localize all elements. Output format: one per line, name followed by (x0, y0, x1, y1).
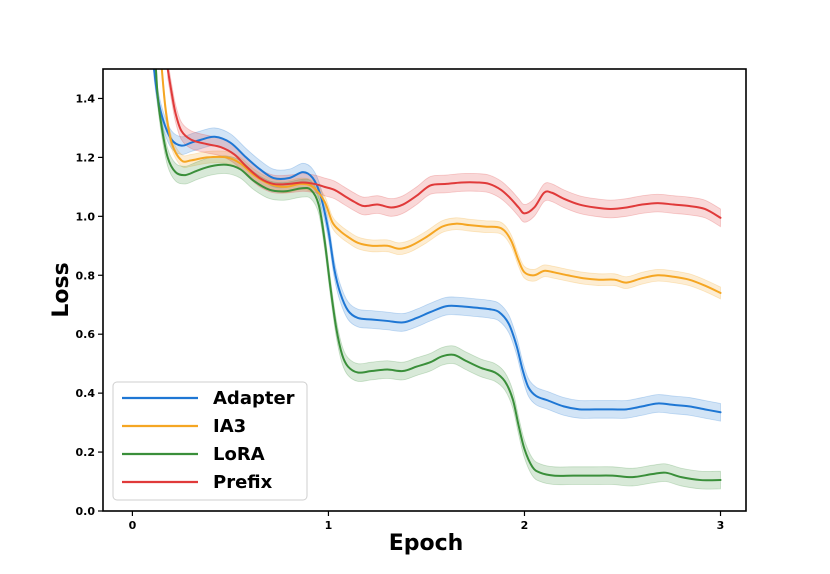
band-lora (155, 69, 721, 490)
x-axis-title: Epoch (389, 531, 464, 556)
legend-box (112, 381, 308, 501)
y-tick-label: 0.6 (76, 328, 96, 341)
legend-label-ia3: IA3 (213, 416, 246, 437)
y-tick-label: 1.0 (76, 210, 96, 223)
y-tick-label: 0.8 (76, 269, 96, 282)
y-tick-label: 1.2 (76, 151, 96, 164)
y-axis-title: Loss (49, 262, 74, 317)
plot-frame (102, 68, 747, 512)
y-tick-label: 0.2 (76, 446, 96, 459)
y-tick-label: 0.0 (76, 505, 96, 518)
line-lora (154, 69, 722, 482)
legend-label-adapter: Adapter (213, 388, 295, 409)
legend: Adapter IA3 LoRA Prefix (112, 381, 308, 501)
x-axis: 0 1 2 3 (129, 511, 725, 532)
legend-label-lora: LoRA (213, 444, 265, 465)
y-axis: 0.0 0.2 0.4 0.6 0.8 1.0 1.2 1.4 (76, 92, 103, 518)
line-prefix (166, 69, 722, 219)
legend-label-prefix: Prefix (213, 472, 273, 493)
band-adapter (153, 69, 721, 422)
x-tick-label: 2 (521, 519, 529, 532)
line-ia3 (160, 69, 722, 294)
x-tick-label: 3 (717, 519, 725, 532)
y-tick-label: 0.4 (76, 387, 96, 400)
series-lines (152, 69, 722, 482)
x-tick-label: 1 (325, 519, 333, 532)
x-tick-label: 0 (129, 519, 137, 532)
line-adapter (152, 69, 722, 414)
y-tick-label: 1.4 (76, 92, 96, 105)
